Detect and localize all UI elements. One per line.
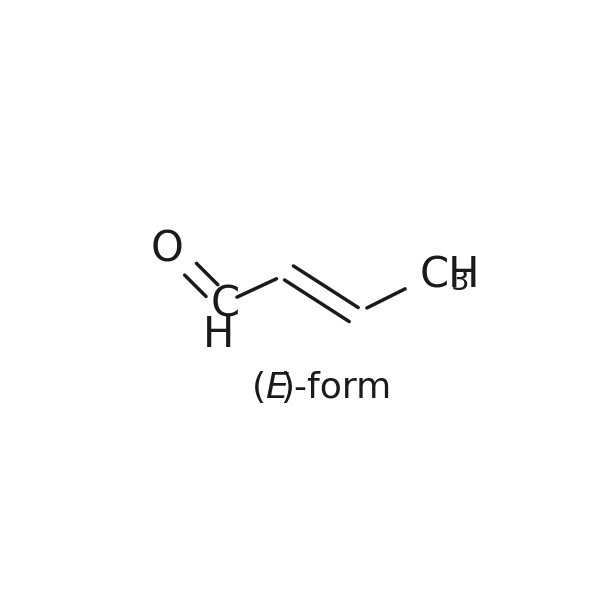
Text: E: E	[265, 371, 288, 406]
Text: 3: 3	[451, 268, 469, 296]
Text: C: C	[211, 283, 240, 325]
Text: O: O	[150, 229, 183, 271]
Text: (: (	[252, 371, 266, 406]
Text: CH: CH	[419, 254, 480, 296]
Text: )-form: )-form	[280, 371, 391, 406]
Text: H: H	[203, 314, 235, 356]
